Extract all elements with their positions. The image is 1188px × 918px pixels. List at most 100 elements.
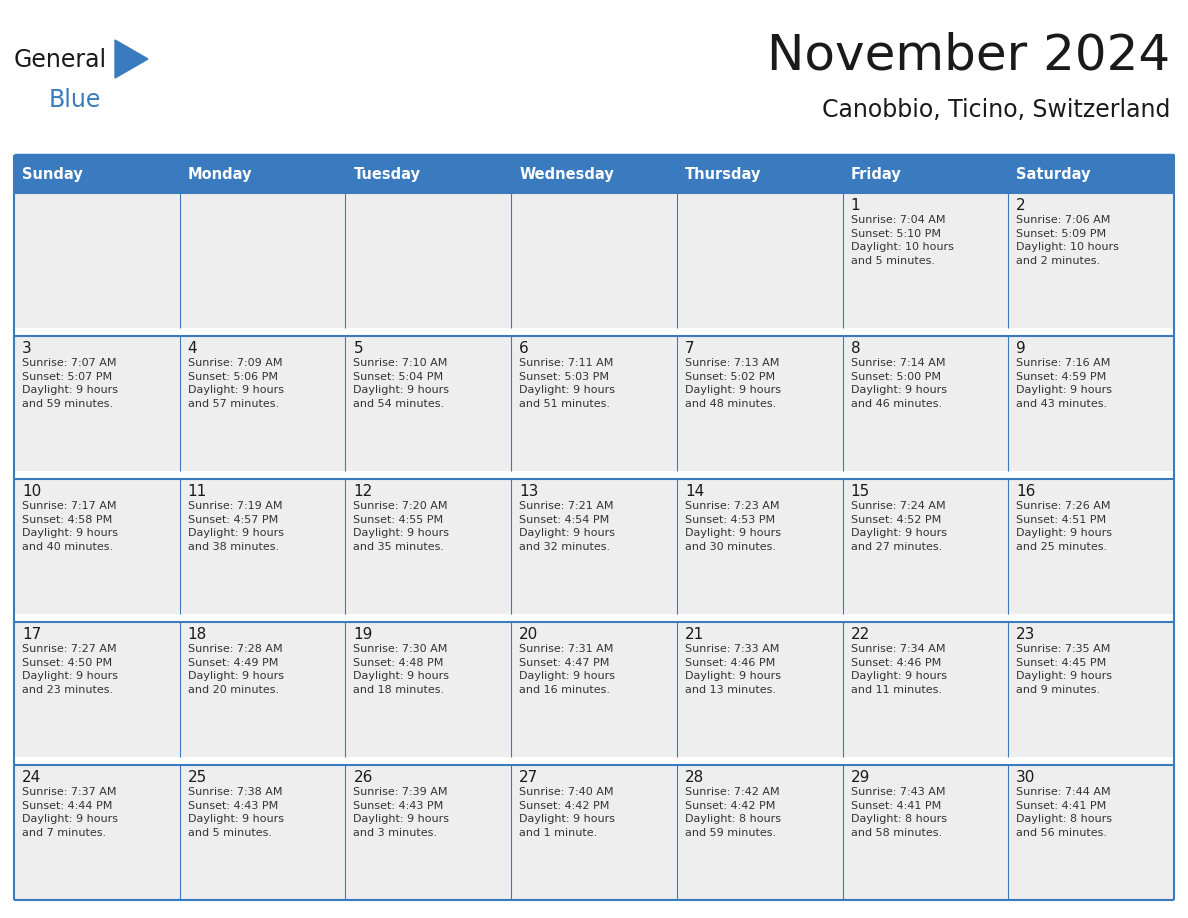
Text: Sunrise: 7:31 AM
Sunset: 4:47 PM
Daylight: 9 hours
and 16 minutes.: Sunrise: 7:31 AM Sunset: 4:47 PM Dayligh… [519, 644, 615, 695]
Text: Blue: Blue [49, 88, 101, 112]
Text: Sunrise: 7:38 AM
Sunset: 4:43 PM
Daylight: 9 hours
and 5 minutes.: Sunrise: 7:38 AM Sunset: 4:43 PM Dayligh… [188, 787, 284, 838]
Bar [677, 155, 842, 193]
Text: 11: 11 [188, 484, 207, 499]
Bar [1009, 193, 1174, 328]
Bar [842, 193, 1009, 328]
Bar [1009, 622, 1174, 757]
Text: Sunrise: 7:42 AM
Sunset: 4:42 PM
Daylight: 8 hours
and 59 minutes.: Sunrise: 7:42 AM Sunset: 4:42 PM Dayligh… [684, 787, 781, 838]
Text: Sunrise: 7:27 AM
Sunset: 4:50 PM
Daylight: 9 hours
and 23 minutes.: Sunrise: 7:27 AM Sunset: 4:50 PM Dayligh… [23, 644, 118, 695]
Bar [14, 193, 179, 328]
Text: 28: 28 [684, 770, 704, 785]
Bar [14, 336, 179, 471]
Text: Canobbio, Ticino, Switzerland: Canobbio, Ticino, Switzerland [822, 98, 1170, 122]
Bar [1009, 479, 1174, 614]
Text: 9: 9 [1016, 341, 1026, 356]
Bar [511, 155, 677, 193]
Text: Sunrise: 7:33 AM
Sunset: 4:46 PM
Daylight: 9 hours
and 13 minutes.: Sunrise: 7:33 AM Sunset: 4:46 PM Dayligh… [684, 644, 781, 695]
Bar [677, 479, 842, 614]
Bar [1009, 765, 1174, 900]
Text: Sunrise: 7:23 AM
Sunset: 4:53 PM
Daylight: 9 hours
and 30 minutes.: Sunrise: 7:23 AM Sunset: 4:53 PM Dayligh… [684, 501, 781, 552]
Text: Sunday: Sunday [23, 166, 83, 182]
Text: 4: 4 [188, 341, 197, 356]
Text: Sunrise: 7:26 AM
Sunset: 4:51 PM
Daylight: 9 hours
and 25 minutes.: Sunrise: 7:26 AM Sunset: 4:51 PM Dayligh… [1016, 501, 1112, 552]
Text: Sunrise: 7:37 AM
Sunset: 4:44 PM
Daylight: 9 hours
and 7 minutes.: Sunrise: 7:37 AM Sunset: 4:44 PM Dayligh… [23, 787, 118, 838]
Text: 1: 1 [851, 198, 860, 213]
Text: 2: 2 [1016, 198, 1026, 213]
Text: Saturday: Saturday [1016, 166, 1091, 182]
Text: 12: 12 [353, 484, 373, 499]
Bar [179, 336, 346, 471]
Text: 10: 10 [23, 484, 42, 499]
Text: 17: 17 [23, 627, 42, 642]
Text: Sunrise: 7:40 AM
Sunset: 4:42 PM
Daylight: 9 hours
and 1 minute.: Sunrise: 7:40 AM Sunset: 4:42 PM Dayligh… [519, 787, 615, 838]
Bar [511, 193, 677, 328]
Text: Sunrise: 7:09 AM
Sunset: 5:06 PM
Daylight: 9 hours
and 57 minutes.: Sunrise: 7:09 AM Sunset: 5:06 PM Dayligh… [188, 358, 284, 409]
Bar [346, 193, 511, 328]
Text: Wednesday: Wednesday [519, 166, 614, 182]
Text: 8: 8 [851, 341, 860, 356]
Text: 19: 19 [353, 627, 373, 642]
Text: Sunrise: 7:39 AM
Sunset: 4:43 PM
Daylight: 9 hours
and 3 minutes.: Sunrise: 7:39 AM Sunset: 4:43 PM Dayligh… [353, 787, 449, 838]
Bar [842, 336, 1009, 471]
Text: 29: 29 [851, 770, 870, 785]
Text: 23: 23 [1016, 627, 1036, 642]
Bar [511, 622, 677, 757]
Text: Sunrise: 7:44 AM
Sunset: 4:41 PM
Daylight: 8 hours
and 56 minutes.: Sunrise: 7:44 AM Sunset: 4:41 PM Dayligh… [1016, 787, 1112, 838]
Text: Sunrise: 7:21 AM
Sunset: 4:54 PM
Daylight: 9 hours
and 32 minutes.: Sunrise: 7:21 AM Sunset: 4:54 PM Dayligh… [519, 501, 615, 552]
Text: 6: 6 [519, 341, 529, 356]
Text: Monday: Monday [188, 166, 252, 182]
Text: 22: 22 [851, 627, 870, 642]
Text: Thursday: Thursday [684, 166, 762, 182]
Text: Sunrise: 7:10 AM
Sunset: 5:04 PM
Daylight: 9 hours
and 54 minutes.: Sunrise: 7:10 AM Sunset: 5:04 PM Dayligh… [353, 358, 449, 409]
Text: Sunrise: 7:28 AM
Sunset: 4:49 PM
Daylight: 9 hours
and 20 minutes.: Sunrise: 7:28 AM Sunset: 4:49 PM Dayligh… [188, 644, 284, 695]
Bar [14, 622, 179, 757]
Bar [14, 155, 179, 193]
Bar [1009, 155, 1174, 193]
Text: 7: 7 [684, 341, 695, 356]
Text: Sunrise: 7:13 AM
Sunset: 5:02 PM
Daylight: 9 hours
and 48 minutes.: Sunrise: 7:13 AM Sunset: 5:02 PM Dayligh… [684, 358, 781, 409]
Bar [346, 479, 511, 614]
Text: Sunrise: 7:34 AM
Sunset: 4:46 PM
Daylight: 9 hours
and 11 minutes.: Sunrise: 7:34 AM Sunset: 4:46 PM Dayligh… [851, 644, 947, 695]
Bar [511, 336, 677, 471]
Bar [842, 765, 1009, 900]
Text: Sunrise: 7:24 AM
Sunset: 4:52 PM
Daylight: 9 hours
and 27 minutes.: Sunrise: 7:24 AM Sunset: 4:52 PM Dayligh… [851, 501, 947, 552]
Bar [14, 765, 179, 900]
Text: Sunrise: 7:30 AM
Sunset: 4:48 PM
Daylight: 9 hours
and 18 minutes.: Sunrise: 7:30 AM Sunset: 4:48 PM Dayligh… [353, 644, 449, 695]
Text: November 2024: November 2024 [767, 31, 1170, 79]
Bar [179, 155, 346, 193]
Bar [677, 622, 842, 757]
Bar [842, 479, 1009, 614]
Text: 21: 21 [684, 627, 704, 642]
Polygon shape [115, 40, 148, 78]
Text: General: General [14, 48, 107, 72]
Text: Sunrise: 7:07 AM
Sunset: 5:07 PM
Daylight: 9 hours
and 59 minutes.: Sunrise: 7:07 AM Sunset: 5:07 PM Dayligh… [23, 358, 118, 409]
Text: Sunrise: 7:17 AM
Sunset: 4:58 PM
Daylight: 9 hours
and 40 minutes.: Sunrise: 7:17 AM Sunset: 4:58 PM Dayligh… [23, 501, 118, 552]
Text: 15: 15 [851, 484, 870, 499]
Bar [677, 193, 842, 328]
Bar [677, 336, 842, 471]
Text: 27: 27 [519, 770, 538, 785]
Bar [346, 765, 511, 900]
Text: 13: 13 [519, 484, 538, 499]
Text: Sunrise: 7:43 AM
Sunset: 4:41 PM
Daylight: 8 hours
and 58 minutes.: Sunrise: 7:43 AM Sunset: 4:41 PM Dayligh… [851, 787, 947, 838]
Text: 3: 3 [23, 341, 32, 356]
Text: Sunrise: 7:04 AM
Sunset: 5:10 PM
Daylight: 10 hours
and 5 minutes.: Sunrise: 7:04 AM Sunset: 5:10 PM Dayligh… [851, 215, 954, 266]
Text: 26: 26 [353, 770, 373, 785]
Bar [677, 765, 842, 900]
Bar [179, 622, 346, 757]
Text: 25: 25 [188, 770, 207, 785]
Bar [179, 479, 346, 614]
Text: 30: 30 [1016, 770, 1036, 785]
Bar [346, 155, 511, 193]
Bar [346, 336, 511, 471]
Bar [842, 155, 1009, 193]
Text: Tuesday: Tuesday [353, 166, 421, 182]
Text: 20: 20 [519, 627, 538, 642]
Text: Sunrise: 7:35 AM
Sunset: 4:45 PM
Daylight: 9 hours
and 9 minutes.: Sunrise: 7:35 AM Sunset: 4:45 PM Dayligh… [1016, 644, 1112, 695]
Text: 14: 14 [684, 484, 704, 499]
Text: 18: 18 [188, 627, 207, 642]
Text: Friday: Friday [851, 166, 902, 182]
Text: 24: 24 [23, 770, 42, 785]
Text: 16: 16 [1016, 484, 1036, 499]
Text: Sunrise: 7:19 AM
Sunset: 4:57 PM
Daylight: 9 hours
and 38 minutes.: Sunrise: 7:19 AM Sunset: 4:57 PM Dayligh… [188, 501, 284, 552]
